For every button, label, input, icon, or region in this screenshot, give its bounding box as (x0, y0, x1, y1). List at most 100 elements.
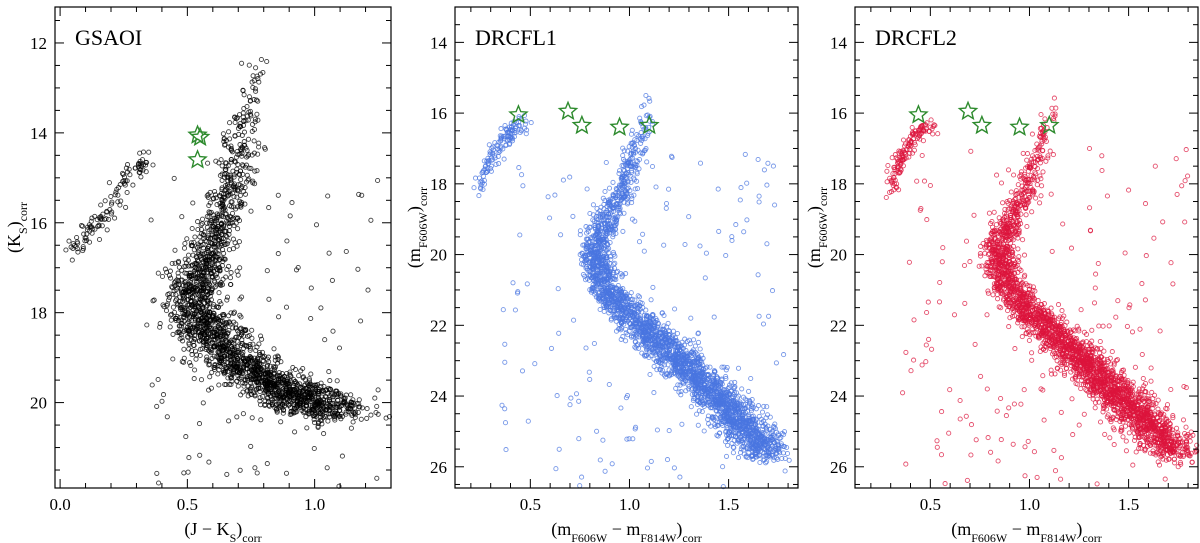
gsaoi-plot-frame (54, 6, 392, 489)
gsaoi-data-point (225, 238, 231, 244)
gsaoi-variable-star-marker (187, 124, 208, 144)
gsaoi-data-point (206, 309, 213, 315)
gsaoi-data-point (220, 348, 226, 354)
gsaoi-data-point (246, 94, 252, 100)
gsaoi-data-point (197, 346, 203, 352)
gsaoi-data-point (300, 388, 306, 395)
gsaoi-data-point (211, 353, 217, 359)
gsaoi-data-point (192, 265, 198, 271)
drcfl1-data-point (576, 398, 582, 404)
gsaoi-data-point (214, 225, 221, 231)
drcfl1-data-point (723, 252, 729, 259)
gsaoi-data-point (248, 391, 255, 397)
gsaoi-data-point (176, 264, 182, 270)
gsaoi-data-point (224, 343, 230, 349)
gsaoi-data-point (228, 175, 234, 181)
gsaoi-data-point (368, 217, 374, 223)
gsaoi-data-point (198, 320, 204, 327)
gsaoi-data-point (258, 56, 264, 63)
gsaoi-data-point (215, 371, 221, 377)
gsaoi-data-point (232, 114, 238, 120)
gsaoi-data-point (228, 310, 234, 316)
gsaoi-data-point (195, 219, 201, 225)
gsaoi-data-point (325, 418, 331, 424)
gsaoi-data-point (137, 169, 143, 175)
gsaoi-y-tick-label: 16 (30, 214, 47, 233)
gsaoi-data-point (248, 113, 254, 119)
gsaoi-data-point (306, 390, 312, 396)
gsaoi-data-point (269, 375, 275, 381)
gsaoi-data-point (326, 250, 332, 256)
gsaoi-data-point (206, 209, 212, 215)
gsaoi-data-point (237, 151, 243, 157)
gsaoi-data-point (181, 355, 187, 361)
gsaoi-data-point (197, 352, 203, 359)
gsaoi-data-point (254, 362, 260, 368)
gsaoi-data-point (178, 320, 185, 326)
gsaoi-data-point (249, 128, 255, 134)
gsaoi-data-point (196, 243, 202, 249)
gsaoi-data-point (302, 382, 308, 388)
gsaoi-data-point (244, 147, 250, 153)
drcfl1-data-point (770, 163, 776, 169)
gsaoi-data-point (164, 414, 170, 420)
drcfl1-data-point (761, 167, 767, 173)
gsaoi-data-point (173, 292, 179, 298)
gsaoi-data-point (264, 380, 271, 386)
gsaoi-x-axis-label: (J − KS)corr (184, 519, 261, 543)
drcfl1-data-point (519, 368, 526, 374)
gsaoi-data-point (242, 164, 248, 170)
gsaoi-data-point (135, 164, 142, 170)
drcfl1-data-point (510, 280, 516, 286)
gsaoi-data-point (240, 349, 246, 356)
gsaoi-data-point (169, 260, 175, 267)
drcfl1-data-point (735, 365, 742, 371)
gsaoi-x-tick-label: 0.5 (177, 495, 198, 514)
gsaoi-data-point (121, 180, 127, 186)
gsaoi-data-point (283, 304, 290, 310)
gsaoi-data-point (308, 371, 314, 377)
gsaoi-data-point (201, 251, 207, 257)
gsaoi-data-point (211, 278, 217, 284)
drcfl1-data-point (757, 459, 763, 466)
gsaoi-data-point (177, 330, 183, 336)
gsaoi-data-point (251, 138, 257, 144)
gsaoi-data-point (234, 166, 240, 172)
gsaoi-data-point (240, 389, 246, 395)
gsaoi-data-point (294, 398, 300, 404)
drcfl1-data-point (738, 185, 744, 191)
gsaoi-data-point (80, 244, 86, 250)
drcfl1-data-point (576, 436, 582, 442)
gsaoi-data-point (95, 223, 101, 229)
gsaoi-data-point (63, 247, 69, 253)
gsaoi-data-point (251, 367, 257, 373)
gsaoi-data-point (216, 356, 222, 362)
gsaoi-data-point (222, 256, 228, 262)
drcfl1-data-point (695, 422, 701, 428)
gsaoi-data-point (200, 281, 206, 287)
gsaoi-data-point (98, 202, 104, 208)
gsaoi-data-point (303, 414, 309, 420)
gsaoi-data-point (206, 253, 212, 260)
gsaoi-data-point (209, 287, 215, 293)
gsaoi-data-point (218, 301, 224, 307)
gsaoi-data-point (248, 380, 254, 386)
gsaoi-data-point (250, 73, 256, 79)
gsaoi-data-point (278, 419, 284, 425)
drcfl1-data-point (772, 202, 778, 208)
gsaoi-data-point (99, 216, 105, 222)
gsaoi-data-point (293, 267, 300, 273)
gsaoi-data-point (253, 88, 259, 94)
gsaoi-data-point (258, 366, 264, 372)
drcfl1-data-point (500, 307, 506, 313)
gsaoi-data-point (275, 192, 281, 198)
gsaoi-data-point (193, 356, 199, 362)
gsaoi-data-point (375, 177, 381, 184)
gsaoi-data-point (102, 198, 108, 204)
gsaoi-data-point (300, 374, 306, 380)
gsaoi-data-point (191, 342, 197, 348)
gsaoi-data-point (198, 377, 205, 383)
gsaoi-data-point (237, 467, 243, 473)
gsaoi-data-point (240, 370, 246, 376)
gsaoi-data-point (168, 317, 174, 323)
